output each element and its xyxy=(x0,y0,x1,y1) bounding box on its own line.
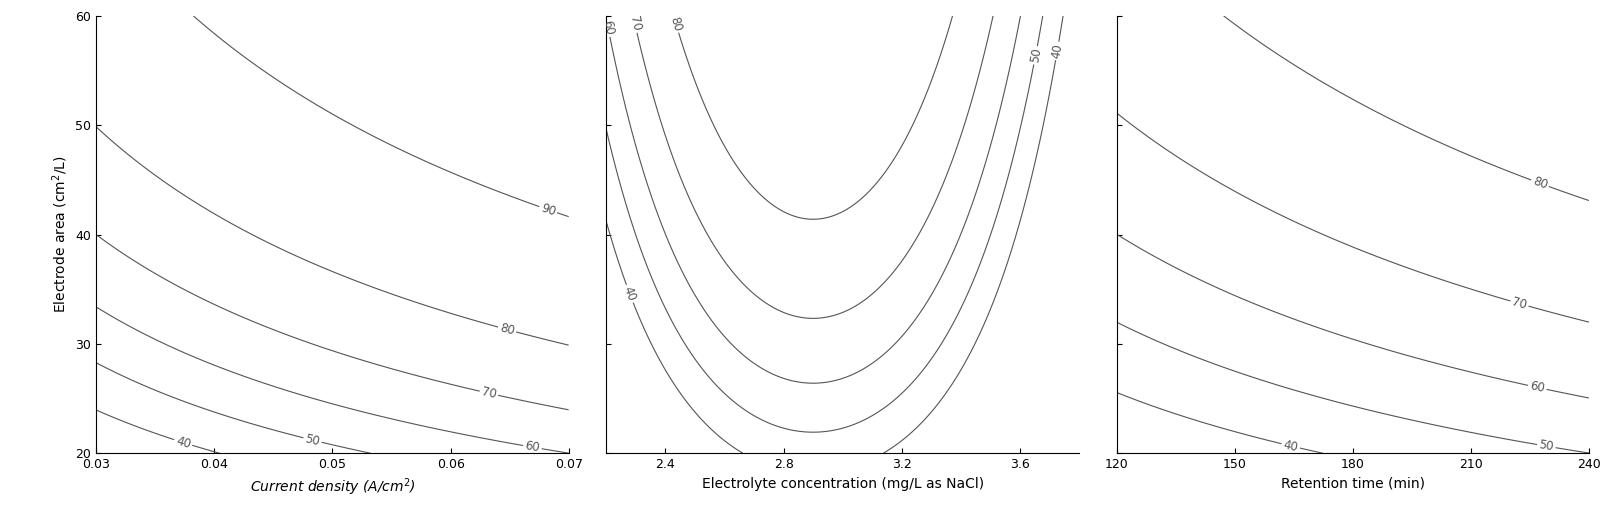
Text: 90: 90 xyxy=(539,201,557,218)
Text: 80: 80 xyxy=(498,321,515,338)
X-axis label: Current density ($A$/cm$^2$): Current density ($A$/cm$^2$) xyxy=(250,476,416,498)
Y-axis label: Electrode area (cm$^2$/L): Electrode area (cm$^2$/L) xyxy=(50,155,71,314)
Text: 70: 70 xyxy=(480,385,498,401)
Text: 50: 50 xyxy=(1027,47,1043,64)
X-axis label: Electrolyte concentration (mg/L as NaCl): Electrolyte concentration (mg/L as NaCl) xyxy=(701,476,984,491)
Text: 40: 40 xyxy=(621,285,639,303)
Text: 70: 70 xyxy=(628,15,644,32)
Text: 40: 40 xyxy=(175,434,193,451)
Text: 50: 50 xyxy=(303,432,321,448)
Text: 50: 50 xyxy=(1538,438,1555,454)
Text: 60: 60 xyxy=(523,440,541,455)
Text: 70: 70 xyxy=(1510,295,1528,312)
Text: 80: 80 xyxy=(1531,174,1549,192)
Text: 40: 40 xyxy=(1282,438,1300,454)
X-axis label: Retention time (min): Retention time (min) xyxy=(1281,476,1425,491)
Text: 40: 40 xyxy=(1050,43,1066,60)
Text: 80: 80 xyxy=(668,15,684,33)
Text: 60: 60 xyxy=(1528,379,1546,395)
Text: 60: 60 xyxy=(600,19,616,36)
